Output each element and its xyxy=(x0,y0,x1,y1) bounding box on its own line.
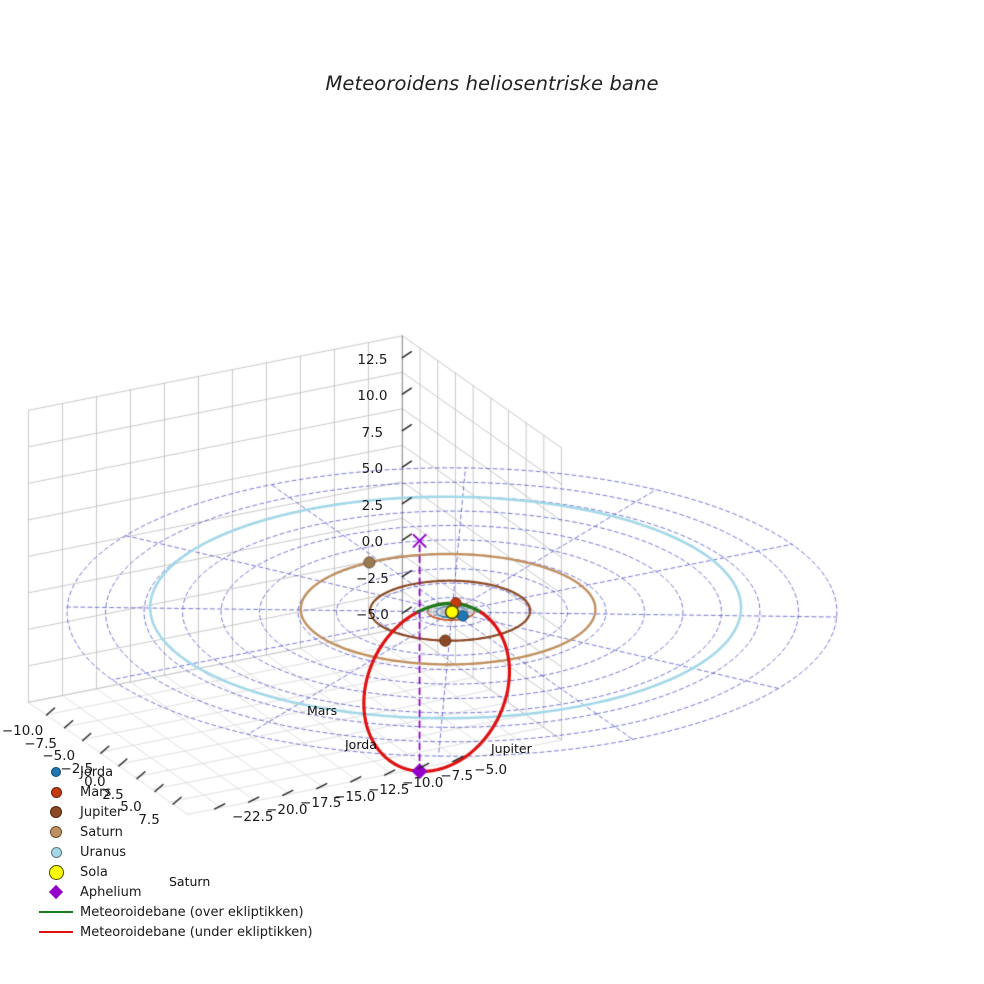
body-label-saturn: Saturn xyxy=(169,874,211,889)
x-tick-4: 0.0 xyxy=(84,773,106,790)
x-tick-1: −7.5 xyxy=(24,735,58,752)
y-tick-4: −12.5 xyxy=(368,781,410,798)
body-label-jorda: Jorda xyxy=(345,737,377,752)
z-tick-3: 2.5 xyxy=(361,497,384,514)
z-tick-5: 7.5 xyxy=(361,424,384,441)
legend-item-label: Jorda xyxy=(80,764,114,780)
z-tick-4: 5.0 xyxy=(361,461,384,478)
legend-item-label: Sola xyxy=(80,864,108,880)
z-tick-7: 12.5 xyxy=(357,351,388,368)
body-label-jupiter: Jupiter xyxy=(491,741,532,756)
z-tick-2: 0.0 xyxy=(361,534,384,551)
legend-item-sola: Sola xyxy=(36,862,313,882)
x-tick-5: 2.5 xyxy=(102,786,124,803)
legend-item-aphelium: Aphelium xyxy=(36,882,313,902)
legend-dot-icon xyxy=(36,767,76,777)
legend-item-label: Saturn xyxy=(80,824,123,840)
y-tick-5: −10.0 xyxy=(402,775,444,792)
legend-line-icon xyxy=(36,911,76,913)
legend-item-label: Uranus xyxy=(80,844,127,860)
legend-item-label: Aphelium xyxy=(80,884,142,900)
y-tick-7: −5.0 xyxy=(474,761,508,778)
z-tick-1: −2.5 xyxy=(356,570,389,587)
legend-item-label: Meteoroidebane (under ekliptikken) xyxy=(80,924,313,940)
x-tick-2: −5.0 xyxy=(42,748,76,765)
legend-item-jorda: Jorda xyxy=(36,762,313,782)
legend-item-saturn: Saturn xyxy=(36,822,313,842)
y-tick-1: −20.0 xyxy=(266,802,308,819)
legend-dot-icon xyxy=(36,864,76,880)
legend-item-meteoroidebane-under-ekliptikken: Meteoroidebane (under ekliptikken) xyxy=(36,922,313,942)
legend-item-label: Mars xyxy=(80,784,112,800)
legend-item-mars: Mars xyxy=(36,782,313,802)
y-tick-6: −7.5 xyxy=(440,768,474,785)
legend-dot-icon xyxy=(36,806,76,818)
legend-dot-icon xyxy=(36,846,76,858)
z-tick-6: 10.0 xyxy=(357,388,388,405)
z-tick-0: −5.0 xyxy=(356,607,389,624)
x-tick-0: −10.0 xyxy=(1,723,44,740)
legend-item-jupiter: Jupiter xyxy=(36,802,313,822)
x-tick-3: −2.5 xyxy=(60,761,94,778)
y-tick-2: −17.5 xyxy=(300,795,342,812)
legend-line-icon xyxy=(36,931,76,933)
y-tick-0: −22.5 xyxy=(232,808,274,825)
legend-item-uranus: Uranus xyxy=(36,842,313,862)
legend-item-label: Meteoroidebane (over ekliptikken) xyxy=(80,904,304,920)
body-label-mars: Mars xyxy=(307,703,338,718)
legend-diamond-icon xyxy=(36,884,76,900)
legend-dot-icon xyxy=(36,826,76,838)
legend: Jorda Mars Jupiter Saturn Uranus Sola Aphelium… xyxy=(36,762,313,942)
legend-dot-icon xyxy=(36,786,76,798)
x-tick-6: 5.0 xyxy=(120,799,142,816)
x-tick-7: 7.5 xyxy=(138,812,160,829)
legend-item-meteoroidebane-over-ekliptikken: Meteoroidebane (over ekliptikken) xyxy=(36,902,313,922)
page-title: Meteoroidens heliosentriske bane xyxy=(325,72,659,95)
legend-item-label: Jupiter xyxy=(80,804,123,820)
y-tick-3: −15.0 xyxy=(334,788,376,805)
